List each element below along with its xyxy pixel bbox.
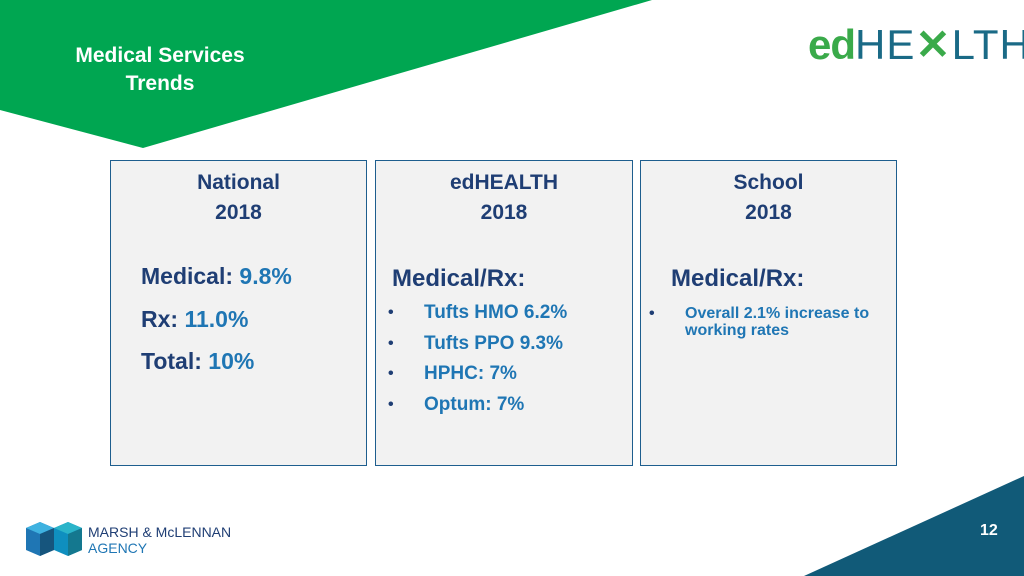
edhealth-card: edHEALTH 2018 Medical/Rx: • Tufts HMO 6.2… (375, 160, 633, 466)
slide-title-line1: Medical Services (75, 44, 245, 67)
list-item: • Tufts HMO 6.2% (388, 302, 568, 323)
mma-brand-text: MARSH & McLENNAN AGENCY (88, 524, 231, 556)
edhealth-bullet-list: • Tufts HMO 6.2% • Tufts PPO 9.3% • HPHC: 7… (388, 303, 567, 425)
edhealth-heading-line1: edHEALTH (449, 171, 559, 194)
edhealth-subheading: Medical/Rx: (392, 265, 526, 292)
stat-medical-value: 9.8% (239, 263, 292, 289)
mma-logo-icon (26, 522, 82, 556)
edhealth-logo: edHE✕LTH (808, 20, 1024, 70)
list-item: • Optum: 7% (388, 393, 525, 415)
school-card: School 2018 Medical/Rx: • Overall 2.1% in… (640, 160, 897, 466)
stat-medical: Medical: 9.8% (141, 263, 292, 290)
stat-total-label: Total: (141, 348, 202, 374)
school-card-heading: School 2018 (641, 168, 896, 228)
school-heading-line2: 2018 (745, 201, 792, 224)
edhealth-card-heading: edHEALTH 2018 (376, 168, 632, 228)
national-card-heading: National 2018 (111, 168, 366, 228)
stat-rx-label: Rx: (141, 306, 179, 332)
stat-medical-label: Medical: (141, 263, 234, 289)
mma-brand-line2: AGENCY (88, 540, 148, 556)
logo-x-icon: ✕ (915, 21, 952, 68)
stat-rx: Rx: 11.0% (141, 306, 248, 333)
slide-title: Medical Services Trends (60, 42, 260, 98)
national-heading-line2: 2018 (215, 201, 262, 224)
mma-brand-line1: MARSH & McLENNAN (88, 524, 232, 540)
logo-lth-text: LTH (951, 21, 1024, 68)
school-subheading: Medical/Rx: (671, 265, 805, 292)
corner-triangle (804, 476, 1024, 576)
list-item: • Tufts PPO 9.3% (388, 332, 564, 354)
stat-total: Total: 10% (141, 348, 254, 375)
list-item: • HPHC: 7% (388, 363, 517, 384)
header-banner (0, 0, 652, 148)
logo-he-text: HE (855, 21, 916, 68)
page-number: 12 (980, 522, 998, 539)
logo-ed-text: ed (808, 21, 856, 68)
stat-rx-value: 11.0% (184, 306, 249, 332)
national-heading-line1: National (197, 171, 280, 194)
national-card: National 2018 Medical: 9.8% Rx: 11.0% To… (110, 160, 367, 466)
list-item: • Overall 2.1% increase to working rates (649, 305, 870, 339)
stat-total-value: 10% (208, 348, 255, 374)
school-heading-line1: School (733, 171, 804, 194)
school-bullet-list: • Overall 2.1% increase to working rates (649, 305, 895, 339)
edhealth-heading-line2: 2018 (480, 201, 528, 224)
slide-title-line2: Trends (125, 72, 195, 95)
